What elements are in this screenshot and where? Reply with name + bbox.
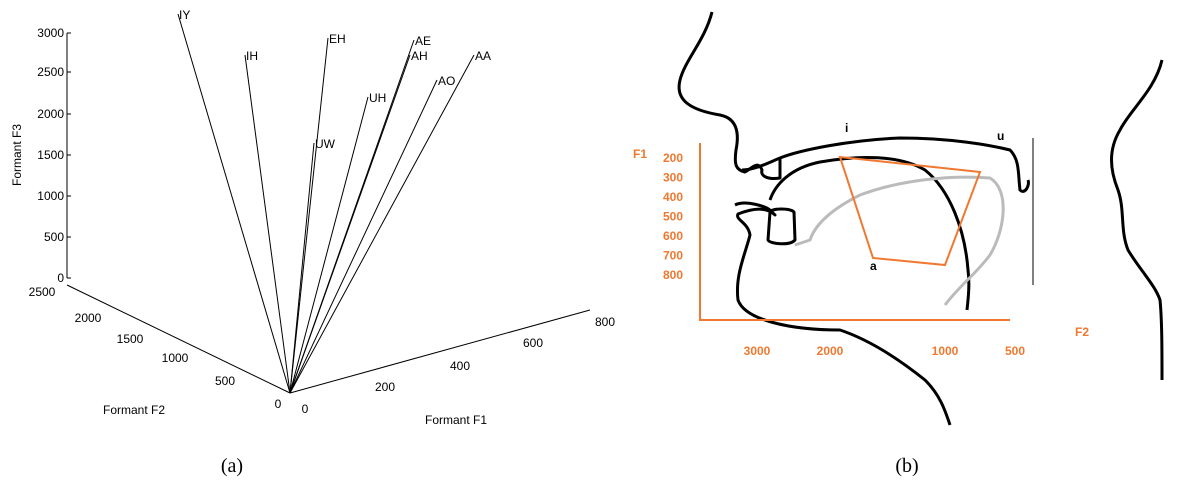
back-profile	[1112, 60, 1163, 380]
vowel-label: EH	[329, 32, 346, 46]
vowel-vector	[290, 80, 437, 393]
f1-label: F1	[633, 147, 647, 161]
x-tick-label: 0	[275, 397, 282, 411]
y-tick-label: 200	[375, 380, 395, 394]
caption: (b)	[895, 455, 918, 477]
x-axis-label: Formant F2	[103, 403, 165, 417]
z-tick-label: 2500	[37, 65, 64, 79]
x-tick-label: 2000	[75, 311, 102, 325]
gray-tongue	[795, 177, 1003, 305]
y-tick-label: 800	[595, 315, 615, 329]
vowel-label: UH	[369, 91, 386, 105]
f2-tick-label: 500	[1005, 344, 1025, 358]
z-tick-label: 1000	[37, 189, 64, 203]
y-axis	[290, 310, 590, 393]
f1-tick-label: 400	[663, 190, 683, 204]
f2-tick-label: 3000	[744, 344, 771, 358]
caption: (a)	[221, 455, 243, 477]
f2-tick-label: 1000	[932, 344, 959, 358]
vowel-vector	[245, 55, 290, 393]
f1-tick-label: 800	[663, 268, 683, 282]
y-tick-label: 400	[450, 359, 470, 373]
vowel-label: AO	[438, 74, 455, 88]
y-axis-label: Formant F1	[425, 413, 487, 427]
x-tick-label: 2500	[29, 285, 56, 299]
f1-tick-label: 600	[663, 229, 683, 243]
z-tick-label: 500	[44, 230, 64, 244]
z-tick-label: 1500	[37, 148, 64, 162]
z-tick-label: 3000	[37, 26, 64, 40]
vowel-label: IY	[179, 8, 190, 22]
vowel-point-label: a	[870, 259, 877, 273]
z-tick-label: 2000	[37, 107, 64, 121]
x-tick-label: 1500	[117, 332, 144, 346]
vowel-label: IH	[246, 49, 258, 63]
f1-tick-label: 200	[663, 151, 683, 165]
vowel-label: AA	[475, 49, 491, 63]
face-profile	[679, 12, 1028, 191]
x-tick-label: 500	[215, 374, 235, 388]
f2-tick-label: 2000	[817, 344, 844, 358]
vowel-point-label: i	[845, 121, 848, 135]
panel-b: F1 F2 200 300 400 500 600 700 800 3000 2000 1000 5…	[633, 12, 1162, 477]
figure: IY IH EH AEAH AA UH AO UW Formant F3 Formant F2…	[0, 0, 1182, 481]
f2-label: F2	[1075, 325, 1089, 339]
f1-tick-label: 300	[663, 171, 683, 185]
x-axis	[67, 285, 290, 393]
vowel-label: AE	[415, 34, 431, 48]
x-tick-label: 1000	[162, 351, 189, 365]
vowel-quadrilateral	[840, 157, 980, 265]
z-axis-label: Formant F3	[10, 124, 24, 186]
z-tick-label: 0	[57, 271, 64, 285]
f1-tick-label: 700	[663, 249, 683, 263]
vowel-point-label: u	[997, 129, 1004, 143]
y-tick-label: 0	[302, 402, 309, 416]
vowel-vector	[178, 14, 290, 393]
y-tick-label: 600	[523, 336, 543, 350]
vowel-vector	[290, 55, 474, 393]
vowel-label: AH	[411, 49, 428, 63]
f1-tick-label: 500	[663, 210, 683, 224]
vowel-label: UW	[315, 137, 336, 151]
